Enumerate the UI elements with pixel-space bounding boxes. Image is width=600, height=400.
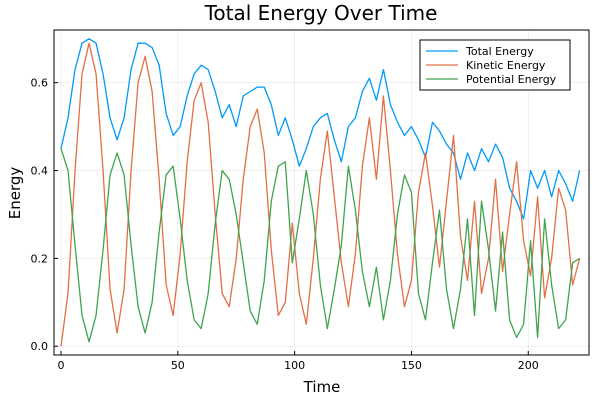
- x-tick-label: 0: [58, 359, 65, 372]
- kinetic-energy-line: [60, 42, 581, 347]
- legend-label-total-energy: Total Energy: [465, 45, 534, 58]
- chart-title: Total Energy Over Time: [204, 1, 438, 25]
- y-tick-label: 0.0: [31, 340, 49, 353]
- series-lines: [60, 38, 581, 347]
- legend-label-potential-energy: Potential Energy: [466, 73, 557, 86]
- y-tick-label: 0.2: [31, 252, 49, 265]
- plot-frame: [53, 29, 590, 356]
- legend-label-kinetic-energy: Kinetic Energy: [466, 59, 546, 72]
- y-tick-label: 0.6: [31, 77, 49, 90]
- total-energy-line: [60, 38, 581, 220]
- x-axis-title: Time: [303, 378, 341, 396]
- y-tick-label: 0.4: [31, 165, 49, 178]
- x-tick-label: 200: [518, 359, 539, 372]
- y-axis-title: Energy: [6, 167, 24, 220]
- axis-ticks: 0 50 100 150 200 0.0 0.2 0.4 0.6: [31, 77, 539, 372]
- x-tick-label: 100: [284, 359, 305, 372]
- x-tick-label: 50: [171, 359, 185, 372]
- potential-energy-line: [60, 148, 581, 343]
- x-tick-label: 150: [401, 359, 422, 372]
